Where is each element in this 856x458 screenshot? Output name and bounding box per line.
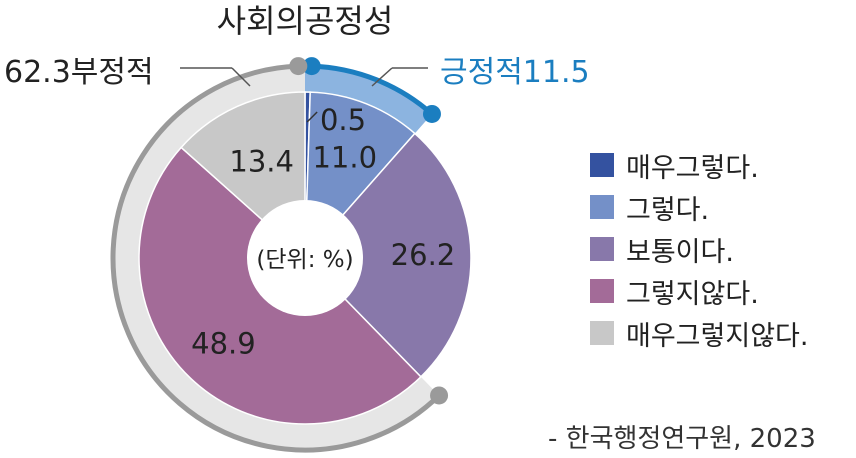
source-note: - 한국행정연구원, 2023 xyxy=(548,418,816,455)
legend-label: 보통이다. xyxy=(626,230,734,269)
slice-value-label: 11.0 xyxy=(312,141,377,175)
legend-label: 매우그렇지않다. xyxy=(626,314,808,353)
slice-value-label: 0.5 xyxy=(320,103,366,137)
legend-swatch xyxy=(590,195,614,219)
legend: 매우그렇다. 그렇다. 보통이다. 그렇지않다. 매우그렇지않다. xyxy=(590,148,808,358)
legend-swatch xyxy=(590,321,614,345)
negative-group-label: 62.3부정적 xyxy=(4,55,154,90)
positive-group-label: 긍정적11.5 xyxy=(440,55,590,90)
chart-title: 사회의공정성 xyxy=(217,2,394,40)
slice-value-label: 13.4 xyxy=(229,144,294,178)
legend-swatch xyxy=(590,153,614,177)
legend-label: 그렇다. xyxy=(626,188,709,227)
legend-item: 그렇다. xyxy=(590,190,808,224)
legend-label: 매우그렇다. xyxy=(626,146,759,185)
legend-item: 보통이다. xyxy=(590,232,808,266)
positive-arc-end-dot xyxy=(423,105,441,123)
negative-arc-end-dot xyxy=(289,57,307,75)
slice-value-label: 48.9 xyxy=(191,326,256,360)
negative-arc-start-dot xyxy=(430,386,448,404)
legend-item: 매우그렇다. xyxy=(590,148,808,182)
legend-item: 그렇지않다. xyxy=(590,274,808,308)
legend-swatch xyxy=(590,279,614,303)
legend-label: 그렇지않다. xyxy=(626,272,759,311)
legend-swatch xyxy=(590,237,614,261)
legend-item: 매우그렇지않다. xyxy=(590,316,808,350)
unit-label: (단위: %) xyxy=(256,247,353,273)
slice-value-label: 26.2 xyxy=(391,238,456,272)
